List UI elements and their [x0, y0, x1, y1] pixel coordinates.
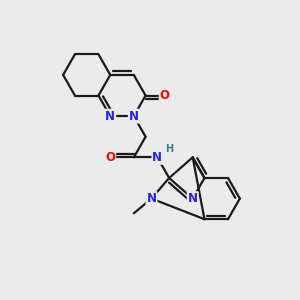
Text: H: H	[165, 143, 173, 154]
Text: N: N	[105, 110, 115, 123]
Text: N: N	[152, 151, 162, 164]
Text: N: N	[188, 192, 198, 205]
Text: O: O	[160, 89, 170, 102]
Text: N: N	[129, 110, 139, 123]
Text: O: O	[105, 151, 115, 164]
Text: N: N	[146, 192, 157, 205]
